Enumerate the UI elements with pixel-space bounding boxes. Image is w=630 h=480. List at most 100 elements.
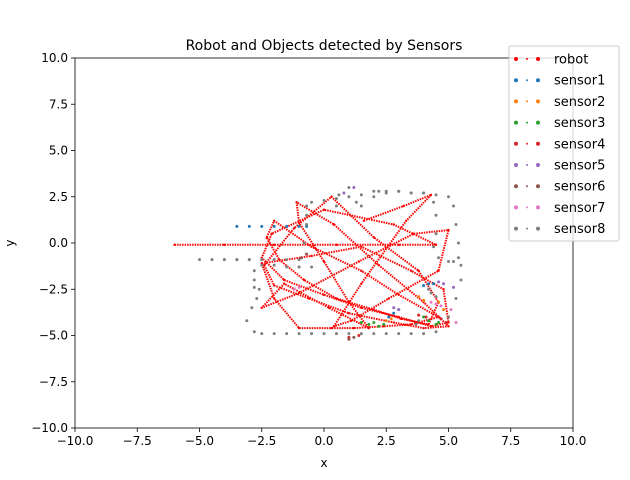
legend-label: sensor6 [554, 180, 605, 195]
sensor8-point [372, 332, 376, 336]
sensor3-point [422, 315, 426, 319]
y-tick-label: −2.5 [39, 282, 68, 296]
sensor8-point [250, 306, 254, 310]
legend-item-sensor1: sensor1 [514, 74, 605, 89]
robot-point [360, 245, 363, 248]
sensor2-point [442, 308, 446, 312]
sensor8-point [322, 332, 326, 336]
sensor7-point [292, 287, 296, 291]
sensor7-point [434, 302, 438, 306]
sensor8-point [245, 319, 249, 323]
data-layer [173, 186, 463, 341]
series-sensor4 [347, 313, 448, 339]
sensor8-point [257, 287, 261, 291]
sensor8-point [451, 204, 455, 208]
sensor2-point [389, 317, 393, 321]
sensor4-point [357, 334, 361, 337]
legend-marker [536, 163, 540, 167]
legend-marker [536, 120, 540, 125]
sensor3-point [382, 322, 386, 326]
x-axis-label: x [320, 456, 327, 470]
legend-marker [536, 99, 540, 104]
legend-marker [536, 78, 540, 83]
robot-point [297, 326, 301, 330]
sensor8-point [454, 297, 458, 300]
legend-label: sensor1 [554, 74, 605, 89]
robot-point [173, 243, 176, 247]
sensor8-point [429, 291, 433, 295]
y-tick-label: 2.5 [49, 190, 68, 204]
chart-title: Robot and Objects detected by Sensors [186, 38, 463, 54]
sensor8-point [272, 263, 276, 267]
sensor8-point [252, 285, 256, 289]
sensor8-point [297, 332, 301, 336]
robot-point [447, 228, 450, 232]
legend-item-sensor4: sensor4 [514, 137, 605, 152]
robot-point [282, 278, 286, 282]
sensor4-point [439, 317, 443, 321]
legend-marker [514, 78, 518, 83]
robot-point [350, 319, 353, 322]
robot-point [273, 243, 276, 247]
sensor8-point [222, 258, 226, 262]
series-sensor6 [300, 252, 356, 341]
x-tick-label: 5.0 [439, 434, 458, 448]
legend-item-robot: robot [514, 53, 588, 68]
robot-point [223, 243, 226, 247]
sensor8-point [247, 258, 251, 262]
sensor5-point [392, 306, 396, 310]
sensor1-point [247, 224, 251, 228]
sensor8-point [347, 332, 351, 336]
y-tick-label: −10.0 [31, 421, 68, 435]
sensor7-point [429, 300, 433, 304]
sensor1-point [297, 224, 301, 228]
robot-point [437, 315, 440, 319]
legend-marker [526, 58, 528, 60]
robot-point [307, 297, 311, 300]
legend-item-sensor8: sensor8 [514, 222, 605, 237]
robot-point [397, 315, 400, 319]
sensor8-point [447, 260, 450, 263]
sensor8-point [337, 193, 341, 197]
legend-marker [526, 142, 528, 145]
sensor8-point [447, 315, 450, 319]
legend-marker [514, 57, 518, 61]
sensor5-point [442, 282, 446, 286]
sensor5-point [397, 308, 401, 312]
sensor3-point [434, 322, 438, 326]
sensor8-point [397, 332, 401, 336]
x-tick-label: −5.0 [185, 434, 214, 448]
sensor8-point [447, 195, 450, 199]
sensor8-point [297, 258, 301, 262]
legend-marker [514, 99, 518, 104]
robot-point [377, 264, 380, 267]
x-tick-label: 0.0 [314, 434, 333, 448]
sensor8-point [272, 258, 276, 262]
robot-point [332, 223, 336, 226]
legend-marker [514, 226, 518, 231]
series-sensor8 [198, 186, 463, 336]
sensor8-point [302, 241, 306, 245]
sensor1-point [260, 224, 264, 228]
sensor8-point [409, 332, 413, 336]
sensor8-point [397, 189, 401, 193]
sensor6-point [300, 256, 304, 260]
sensor8-point [434, 193, 438, 197]
legend-marker [536, 205, 540, 210]
sensor8-point [297, 265, 301, 269]
sensor3-point [427, 319, 431, 323]
robot-point [282, 282, 286, 285]
y-tick-label: −5.0 [39, 329, 68, 343]
legend-marker [526, 79, 528, 82]
sensor8-point [252, 269, 256, 273]
robot-point [447, 321, 450, 324]
legend-marker [526, 227, 528, 230]
robot-point [434, 243, 438, 247]
robot-point [392, 223, 395, 226]
sensor2-point [384, 319, 388, 323]
sensor8-point [422, 332, 426, 336]
sensor8-point [310, 332, 314, 336]
legend-marker [526, 185, 528, 188]
sensor8-point [384, 332, 388, 336]
x-tick-label: 2.5 [377, 434, 396, 448]
